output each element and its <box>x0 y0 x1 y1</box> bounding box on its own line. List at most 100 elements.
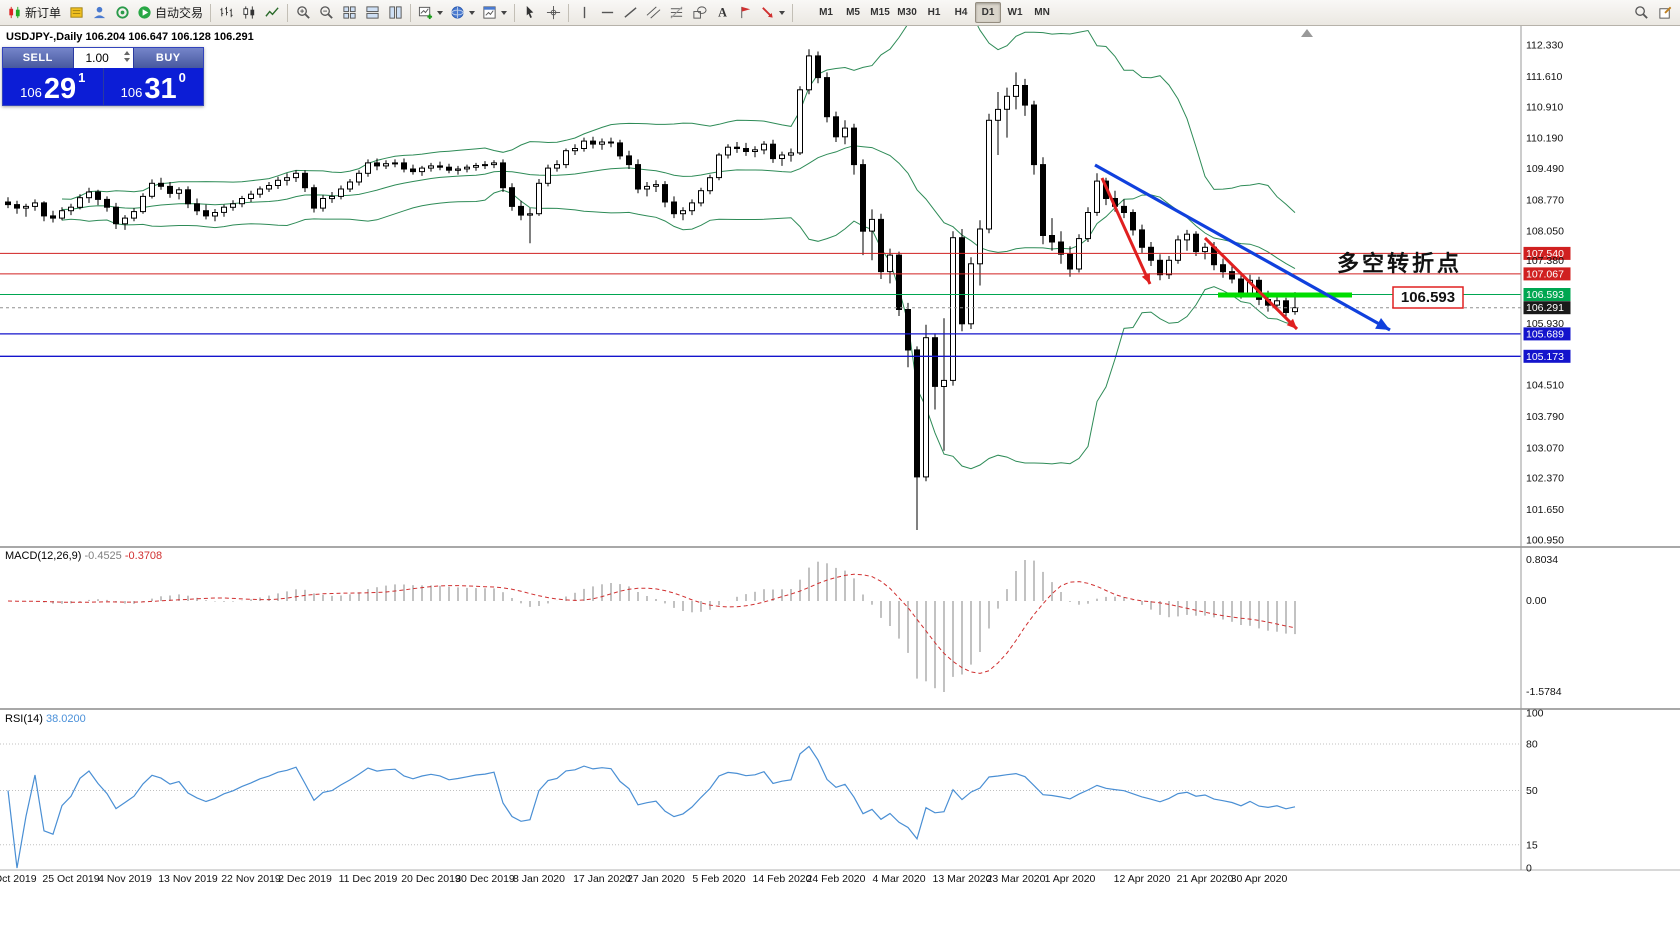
rsi-axis-label: 15 <box>1526 839 1538 851</box>
zoom-in-button[interactable] <box>292 2 314 23</box>
market-watch-button[interactable] <box>65 2 87 23</box>
red-move-arrowhead-icon <box>1286 318 1297 329</box>
red-move-arrow[interactable] <box>1203 236 1299 331</box>
candle-body <box>950 237 956 381</box>
arrange-horizontal-button[interactable] <box>361 2 383 23</box>
toolbar-separator <box>287 3 289 22</box>
fibonacci-button[interactable] <box>665 2 687 23</box>
date-axis-label: 23 Mar 2020 <box>987 873 1046 885</box>
candle-body <box>302 172 308 189</box>
ask-price[interactable]: 106 31 0 <box>104 68 204 105</box>
toolbar-separator <box>410 3 412 22</box>
autotrade-button[interactable]: 自动交易 <box>134 2 206 23</box>
date-axis-label: 30 Dec 2019 <box>455 873 515 885</box>
spinner-down-icon[interactable] <box>123 58 130 62</box>
vertical-line-button[interactable] <box>573 2 595 23</box>
red-move-arrow[interactable] <box>1100 177 1152 285</box>
navigator-button[interactable] <box>111 2 133 23</box>
timeframe-m15-button[interactable]: M15 <box>867 2 893 23</box>
candle-body <box>248 193 254 199</box>
bid-price-pips: 29 <box>43 73 77 106</box>
candle-body <box>1040 164 1046 237</box>
candle-body <box>914 349 920 478</box>
compose-button[interactable] <box>1654 2 1676 23</box>
date-axis-label: 4 Mar 2020 <box>872 873 925 885</box>
candle-body <box>230 203 236 208</box>
profiles-button[interactable] <box>447 2 478 23</box>
price-axis-label: 109.490 <box>1526 163 1564 175</box>
timeframe-m5-button[interactable]: M5 <box>840 2 866 23</box>
timeframe-w1-button[interactable]: W1 <box>1002 2 1028 23</box>
buy-button[interactable]: BUY <box>133 48 203 68</box>
candle-body <box>770 143 776 160</box>
candle-body <box>365 162 371 174</box>
price-axis-label: 103.070 <box>1526 442 1564 454</box>
profiles-icon <box>450 5 465 20</box>
candle-body <box>284 177 290 181</box>
candle-body <box>140 195 146 213</box>
bar-chart-button[interactable] <box>215 2 237 23</box>
data-window-button[interactable] <box>88 2 110 23</box>
rsi-pane <box>0 743 1521 869</box>
price-axis-label: 108.050 <box>1526 226 1564 238</box>
timeframe-h4-button[interactable]: H4 <box>948 2 974 23</box>
timeframe-m1-button[interactable]: M1 <box>813 2 839 23</box>
price-axis-label: 111.610 <box>1526 71 1563 83</box>
candle-body <box>680 210 686 215</box>
macd-value-signal: -0.3708 <box>124 550 163 562</box>
horizontal-line-button[interactable] <box>596 2 618 23</box>
text-icon: A <box>715 5 730 20</box>
candle-body <box>554 164 560 169</box>
channel-button[interactable] <box>642 2 664 23</box>
chart-shift-marker-icon <box>1301 29 1313 37</box>
toolbar-right-group <box>1630 2 1676 23</box>
cursor-button[interactable] <box>519 2 541 23</box>
candle-body <box>788 152 794 156</box>
tile-windows-button[interactable] <box>338 2 360 23</box>
trendline-button[interactable] <box>619 2 641 23</box>
price-callout-box[interactable] <box>1392 286 1464 309</box>
candle-body <box>941 379 947 387</box>
candle-body <box>761 143 767 151</box>
arrange-vertical-button[interactable] <box>384 2 406 23</box>
candle-body <box>239 198 245 205</box>
bid-price[interactable]: 106 29 1 <box>3 68 104 105</box>
text-button[interactable]: A <box>711 2 733 23</box>
blue-trend-arrow[interactable] <box>1094 163 1391 332</box>
volume-input[interactable]: 1.00 <box>73 48 134 68</box>
new-chart-button[interactable] <box>415 2 446 23</box>
line-chart-icon <box>264 5 280 20</box>
macd-value-main: -0.4525 <box>84 550 122 562</box>
timeframe-mn-button[interactable]: MN <box>1029 2 1055 23</box>
price-axis-label: 112.330 <box>1526 40 1563 52</box>
zoom-out-button[interactable] <box>315 2 337 23</box>
annotation-text[interactable]: 多空转折点 <box>1337 251 1462 276</box>
candle-body <box>455 168 461 171</box>
ask-price-integer: 106 <box>120 85 143 100</box>
label-button[interactable] <box>734 2 756 23</box>
chart-canvas[interactable]: 107.540107.067106.593106.291105.689105.1… <box>0 26 1680 951</box>
date-axis-label: 16 Oct 2019 <box>0 873 37 885</box>
new-order-button[interactable]: 新订单 <box>4 2 64 23</box>
templates-button[interactable] <box>479 2 510 23</box>
candlestick-chart-button[interactable] <box>238 2 260 23</box>
line-chart-button[interactable] <box>261 2 283 23</box>
candle-body <box>1085 212 1091 240</box>
timeframe-h1-button[interactable]: H1 <box>921 2 947 23</box>
arrows-button[interactable] <box>757 2 788 23</box>
rsi-value: 38.0200 <box>45 713 86 725</box>
candle-body <box>752 149 758 153</box>
shapes-button[interactable] <box>688 2 710 23</box>
sell-button[interactable]: SELL <box>3 48 74 68</box>
search-button[interactable] <box>1630 2 1652 23</box>
date-axis-label: 5 Feb 2020 <box>692 873 745 885</box>
one-click-header: SELL 1.00 BUY <box>3 48 203 68</box>
bid-price-integer: 106 <box>20 85 42 100</box>
volume-spinner[interactable] <box>123 51 130 62</box>
timeframe-d1-button[interactable]: D1 <box>975 2 1002 23</box>
timeframe-m30-button[interactable]: M30 <box>894 2 920 23</box>
crosshair-button[interactable] <box>542 2 564 23</box>
spinner-up-icon[interactable] <box>123 51 130 55</box>
macd-pane <box>7 560 1296 692</box>
candle-body <box>86 191 92 199</box>
